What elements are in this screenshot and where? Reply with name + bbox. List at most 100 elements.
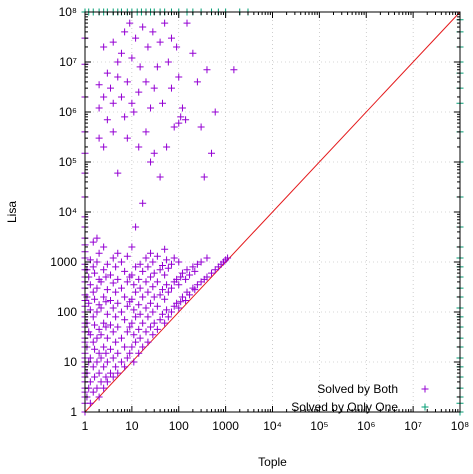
point-solved-by-both	[100, 384, 108, 392]
point-solved-by-both	[100, 319, 108, 327]
point-solved-by-both	[156, 316, 164, 324]
point-solved-by-both	[135, 88, 143, 96]
point-solved-by-both	[164, 313, 172, 321]
point-solved-by-both	[103, 286, 111, 294]
y-tick-label: 100	[57, 305, 77, 319]
point-solved-by-both	[139, 343, 147, 351]
point-solved-by-both	[173, 299, 181, 307]
point-solved-by-both	[189, 263, 197, 271]
point-solved-by-both	[161, 245, 169, 253]
point-solved-by-both	[109, 254, 117, 262]
point-solved-by-both	[173, 275, 181, 283]
point-solved-by-both	[147, 273, 155, 281]
y-tick-label: 10⁸	[59, 5, 77, 19]
y-tick-label: 1000	[50, 255, 77, 269]
point-solved-by-both	[103, 310, 111, 318]
point-solved-by-both	[170, 123, 178, 131]
point-solved-by-both	[132, 313, 140, 321]
point-solved-by-both	[170, 254, 178, 262]
point-solved-by-both	[95, 393, 103, 401]
point-solved-by-both	[109, 99, 117, 107]
point-solved-by-both	[167, 260, 175, 268]
point-solved-by-both	[132, 288, 140, 296]
point-solved-by-both	[109, 373, 117, 381]
point-solved-by-both	[203, 66, 211, 74]
point-solved-by-both	[163, 256, 171, 264]
point-solved-by-both	[126, 323, 134, 331]
point-solved-by-both	[197, 258, 205, 266]
point-solved-by-both	[117, 93, 125, 101]
point-solved-by-both	[89, 238, 97, 246]
point-solved-by-both	[89, 288, 97, 296]
y-tick-label: 10⁷	[59, 55, 77, 69]
point-solved-by-both	[121, 343, 129, 351]
point-solved-by-both	[89, 338, 97, 346]
point-solved-by-both	[103, 260, 111, 268]
point-solved-by-both	[161, 295, 169, 303]
point-solved-by-both	[139, 319, 147, 327]
point-solved-by-both	[136, 310, 144, 318]
point-solved-by-both	[103, 69, 111, 77]
point-solved-by-both	[142, 128, 150, 136]
point-solved-by-both	[95, 369, 103, 377]
point-solved-by-both	[130, 281, 138, 289]
point-solved-by-both	[139, 267, 147, 275]
x-tick-label: 10⁷	[404, 419, 422, 433]
point-solved-by-both	[163, 143, 171, 151]
point-solved-by-both	[107, 84, 115, 92]
point-solved-by-both	[153, 63, 161, 71]
point-solved-by-both	[175, 119, 183, 127]
point-solved-by-both	[114, 58, 122, 66]
point-solved-by-both	[200, 173, 208, 181]
point-solved-by-both	[130, 108, 138, 116]
point-solved-by-both	[123, 302, 131, 310]
point-solved-by-both	[103, 116, 111, 124]
point-solved-by-both	[161, 271, 169, 279]
point-solved-by-both	[135, 143, 143, 151]
point-solved-by-both	[95, 104, 103, 112]
point-solved-by-both	[175, 258, 183, 266]
point-solved-by-both	[203, 273, 211, 281]
point-solved-by-both	[117, 308, 125, 316]
point-solved-by-both	[123, 134, 131, 142]
point-solved-by-both	[149, 308, 157, 316]
point-solved-by-both	[153, 325, 161, 333]
point-solved-by-both	[175, 304, 183, 312]
point-solved-by-both	[173, 43, 181, 51]
point-solved-by-both	[135, 325, 143, 333]
point-solved-by-both	[142, 328, 150, 336]
point-solved-by-both	[147, 158, 155, 166]
point-solved-by-both	[175, 73, 183, 81]
point-solved-by-both	[89, 313, 97, 321]
point-solved-by-both	[121, 293, 129, 301]
point-solved-by-both	[114, 299, 122, 307]
point-solved-by-both	[100, 43, 108, 51]
point-solved-by-both	[167, 34, 175, 42]
point-solved-by-both	[178, 104, 186, 112]
legend-marker	[421, 385, 429, 393]
point-solved-by-both	[117, 49, 125, 57]
point-solved-by-both	[164, 264, 172, 272]
point-solved-by-both	[103, 334, 111, 342]
point-solved-by-both	[177, 113, 185, 121]
point-solved-by-both	[93, 334, 101, 342]
point-solved-by-both	[150, 149, 158, 157]
point-solved-by-both	[123, 252, 131, 260]
x-tick-label: 10⁵	[310, 419, 328, 433]
point-solved-by-both	[121, 28, 129, 36]
point-solved-by-both	[100, 243, 108, 251]
point-solved-by-both	[132, 263, 140, 271]
axis-ticks	[84, 11, 461, 413]
point-solved-by-both	[149, 283, 157, 291]
legend: Solved by Both Solved by Only One	[291, 382, 429, 414]
point-solved-by-both	[208, 149, 216, 157]
point-solved-by-both	[121, 267, 129, 275]
point-solved-by-both	[211, 266, 219, 274]
point-solved-by-both	[91, 295, 99, 303]
point-solved-by-both	[186, 271, 194, 279]
point-solved-by-both	[161, 19, 169, 27]
point-solved-by-both	[103, 358, 111, 366]
point-solved-by-both	[109, 304, 117, 312]
point-solved-by-both	[112, 338, 120, 346]
point-solved-by-both	[100, 143, 108, 151]
